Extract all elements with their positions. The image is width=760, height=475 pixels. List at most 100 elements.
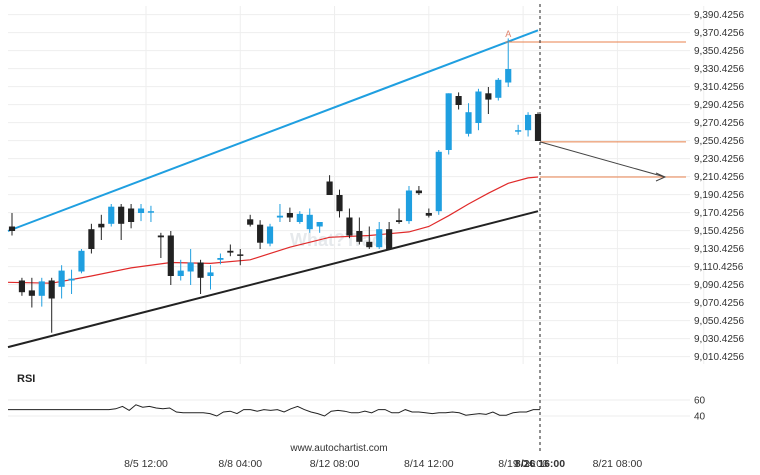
projection-line: [539, 141, 666, 178]
rsi-line: [8, 404, 540, 417]
candle: [118, 206, 125, 224]
candle: [505, 69, 512, 83]
candle: [88, 229, 95, 249]
footer-url: www.autochartist.com: [289, 443, 387, 454]
candle: [276, 215, 284, 218]
candle: [455, 96, 462, 105]
candle: [386, 229, 393, 249]
candle: [306, 214, 313, 230]
candle: [495, 79, 502, 98]
candlesticks: [8, 38, 542, 333]
trend-channel: [7, 29, 539, 349]
time-axis: 8/5 12:00 8/8 04:00 8/12 08:00 8/14 12:00 8/…: [124, 458, 642, 470]
projection: [539, 141, 667, 182]
candle: [48, 280, 55, 299]
chart-gridlines: [8, 6, 705, 364]
candle: [296, 213, 303, 222]
candle: [18, 280, 26, 293]
candle: [485, 93, 492, 100]
candle: [395, 220, 403, 222]
candle: [336, 195, 343, 212]
candle: [8, 226, 16, 231]
candle: [38, 281, 45, 296]
candle: [257, 224, 264, 243]
time-tick-label: 8/19 04:00: [498, 458, 548, 470]
candle: [405, 190, 413, 222]
price-tick-label: 9,070.4256: [694, 298, 744, 309]
candle: [197, 262, 204, 278]
candle: [247, 219, 254, 225]
candle: [98, 223, 105, 228]
price-tick-label: 9,270.4256: [694, 118, 744, 129]
time-tick-label: 8/14 12:00: [404, 458, 454, 470]
time-tick-label: 8/21 08:00: [593, 458, 643, 470]
projection-arrowhead: [655, 172, 667, 182]
price-tick-label: 9,370.4256: [694, 28, 744, 39]
candle: [366, 241, 373, 248]
time-tick-label: 8/12 08:00: [310, 458, 360, 470]
rsi-panel: [8, 399, 690, 417]
candle: [147, 211, 155, 213]
candle: [58, 270, 65, 287]
candle: [28, 290, 35, 296]
channel-lower-line: [7, 210, 539, 349]
pattern-point-label: A: [505, 29, 511, 39]
candle: [237, 254, 244, 256]
candle: [425, 213, 432, 216]
price-tick-label: 9,310.4256: [694, 82, 744, 93]
time-tick-label: 8/5 12:00: [124, 458, 168, 470]
price-tick-label: 9,030.4256: [694, 334, 744, 345]
candle: [534, 114, 542, 141]
candle: [167, 235, 174, 276]
price-tick-label: 9,330.4256: [694, 64, 744, 75]
candle: [475, 91, 482, 123]
candle: [128, 208, 135, 222]
price-tick-label: 9,170.4256: [694, 208, 744, 219]
price-tick-label: 9,390.4256: [694, 10, 744, 21]
price-tick-label: 9,050.4256: [694, 316, 744, 327]
channel-upper-line: [7, 29, 539, 232]
candle: [187, 262, 194, 272]
price-tick-label: 9,150.4256: [694, 226, 744, 237]
price-tick-label: 9,130.4256: [694, 244, 744, 255]
price-axis: 9,390.4256 9,370.4256 9,350.4256 9,330.4256…: [694, 10, 744, 363]
candle: [286, 213, 293, 218]
candle: [68, 278, 75, 281]
price-tick-label: 9,090.4256: [694, 280, 744, 291]
candle: [316, 222, 323, 227]
candle: [157, 235, 164, 238]
price-tick-label: 9,210.4256: [694, 172, 744, 183]
price-levels: [505, 41, 686, 178]
candle: [266, 226, 274, 244]
candle: [445, 93, 452, 150]
candle: [515, 130, 522, 132]
rsi-title: RSI: [17, 373, 35, 385]
rsi-tick-label: 40: [694, 412, 706, 423]
candle: [227, 250, 234, 253]
rsi-tick-label: 60: [694, 396, 706, 407]
price-tick-label: 9,290.4256: [694, 100, 744, 111]
time-tick-label: 8/8 04:00: [218, 458, 262, 470]
price-tick-label: 9,110.4256: [694, 262, 744, 273]
candle: [356, 231, 363, 242]
candle: [108, 206, 115, 224]
candle: [524, 114, 532, 131]
candle: [217, 258, 224, 260]
candle: [207, 272, 214, 276]
candle: [376, 229, 383, 248]
price-tick-label: 9,010.4256: [694, 352, 744, 363]
candle: [78, 250, 85, 272]
time-tick-label: 8/26 16:00: [515, 458, 565, 470]
candle: [415, 190, 422, 194]
price-tick-label: 9,230.4256: [694, 154, 744, 165]
price-tick-label: 9,190.4256: [694, 190, 744, 201]
price-tick-label: 9,350.4256: [694, 46, 744, 57]
candle: [177, 270, 184, 276]
candle: [137, 208, 145, 213]
candle: [326, 181, 333, 195]
candle: [435, 151, 442, 212]
candle: [346, 217, 353, 236]
price-tick-label: 9,250.4256: [694, 136, 744, 147]
